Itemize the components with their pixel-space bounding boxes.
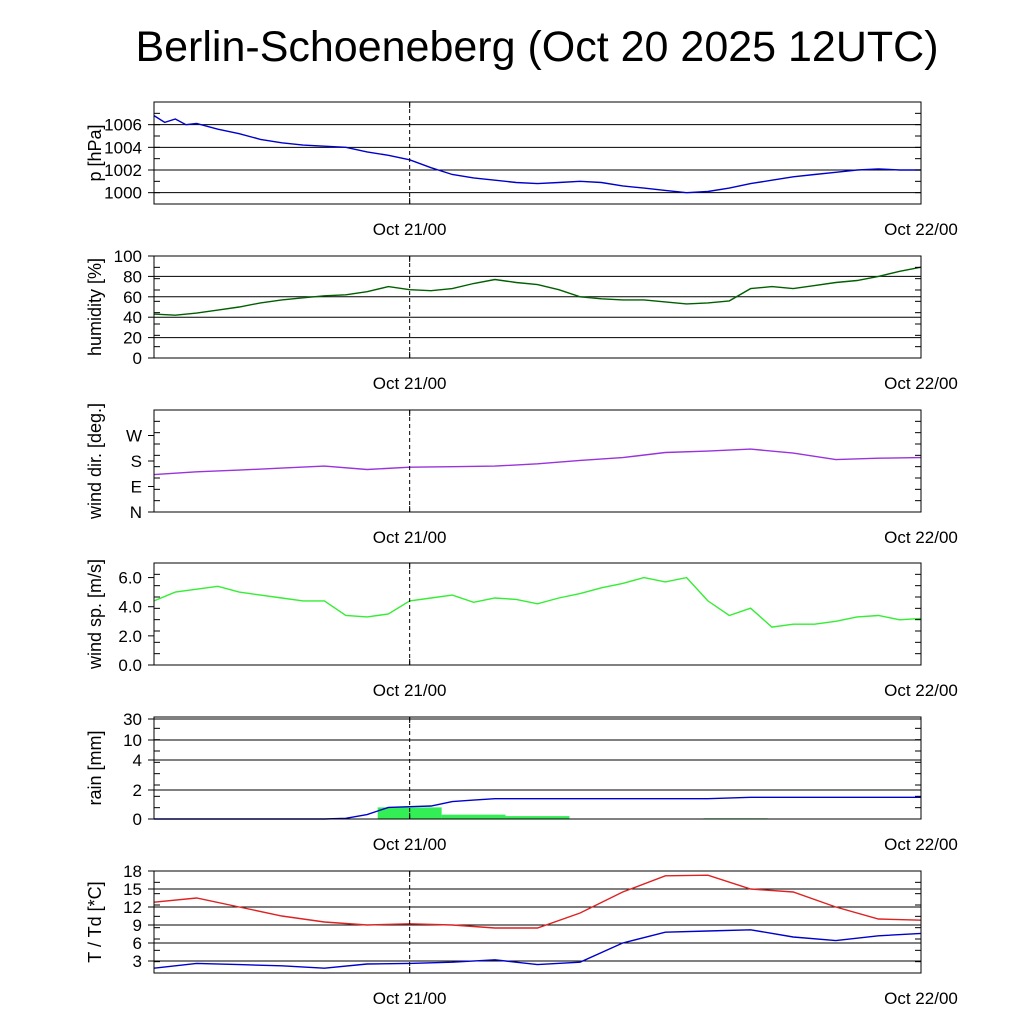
- y-tick-label: 20: [123, 329, 142, 348]
- y-tick-label: 12: [123, 898, 142, 917]
- y-tick-label: 10: [123, 731, 142, 750]
- rain-bar: [441, 814, 506, 819]
- panel-frame: [153, 716, 922, 820]
- y-tick-label: 4.0: [118, 598, 142, 617]
- y-tick-label: 6: [133, 934, 142, 953]
- page-title: Berlin-Schoeneberg (Oct 20 2025 12UTC): [135, 23, 939, 71]
- y-tick-label: 30: [123, 710, 142, 729]
- panel-frame: [153, 870, 922, 974]
- y-tick-label: 60: [123, 288, 142, 307]
- y-tick-label: 1002: [104, 161, 142, 180]
- x-tick-label: Oct 21/00: [373, 528, 447, 547]
- x-tick-label: Oct 22/00: [884, 528, 958, 547]
- panel-1: 1000 1002 1004 1006 Oct 21/00 Oct 22/00 p [hPa…: [85, 101, 958, 239]
- y-tick-label: 0: [133, 349, 142, 368]
- panel-frame: [153, 101, 922, 205]
- rain-bar: [505, 816, 570, 819]
- x-tick-label: Oct 22/00: [884, 374, 958, 393]
- x-tick-label: Oct 21/00: [373, 989, 447, 1008]
- x-tick-label: Oct 22/00: [884, 220, 958, 239]
- series-line: [153, 115, 921, 194]
- y-tick-label: 6.0: [118, 569, 142, 588]
- y-tick-label: N: [130, 503, 142, 522]
- series-line: [154, 796, 921, 820]
- y-tick-label: 0: [133, 810, 142, 829]
- y-tick-label: 0.0: [118, 656, 142, 675]
- y-tick-label: E: [131, 478, 142, 497]
- y-tick-label: 2.0: [118, 627, 142, 646]
- y-tick-label: 18: [123, 862, 142, 881]
- panel-4: 0.0 2.0 4.0 6.0 Oct 21/00 Oct 22/00 wind sp. […: [85, 559, 958, 700]
- series-line: [153, 929, 922, 969]
- y-tick-label: 1004: [104, 138, 142, 157]
- x-tick-label: Oct 21/00: [373, 835, 447, 854]
- y-axis-label: p [hPa]: [85, 124, 105, 181]
- y-tick-label: 9: [133, 916, 142, 935]
- series-line: [153, 266, 922, 316]
- x-tick-label: Oct 21/00: [373, 220, 447, 239]
- y-tick-label: 40: [123, 308, 142, 327]
- series-line: [153, 576, 922, 628]
- y-tick-label: 100: [114, 247, 142, 266]
- x-tick-label: Oct 22/00: [884, 989, 958, 1008]
- y-tick-label: W: [126, 427, 142, 446]
- y-axis-label: T / Td [*C]: [85, 881, 105, 962]
- y-tick-label: 2: [133, 781, 142, 800]
- panel-frame: [153, 562, 922, 666]
- y-axis-label: rain [mm]: [85, 730, 105, 805]
- y-axis-label: humidity [%]: [85, 258, 105, 356]
- y-tick-label: 3: [133, 952, 142, 971]
- panel-5: 0 2 410 30 Oct 21/00 Oct 22/00 rain [mm]: [85, 710, 958, 854]
- series-line: [153, 448, 922, 476]
- y-tick-label: S: [131, 452, 142, 471]
- panel-frame: [153, 409, 922, 513]
- x-tick-label: Oct 22/00: [884, 681, 958, 700]
- y-axis-label: wind sp. [m/s]: [85, 559, 105, 670]
- y-tick-label: 1006: [104, 116, 142, 135]
- y-tick-label: 80: [123, 267, 142, 286]
- y-tick-label: 1000: [104, 184, 142, 203]
- x-tick-label: Oct 22/00: [884, 835, 958, 854]
- y-axis-label: wind dir. [deg.]: [85, 403, 105, 520]
- x-tick-label: Oct 21/00: [373, 681, 447, 700]
- x-tick-label: Oct 21/00: [373, 374, 447, 393]
- y-tick-label: 4: [133, 751, 142, 770]
- y-tick-label: 15: [123, 880, 142, 899]
- series-line: [153, 874, 922, 929]
- panel-frame: [153, 255, 922, 359]
